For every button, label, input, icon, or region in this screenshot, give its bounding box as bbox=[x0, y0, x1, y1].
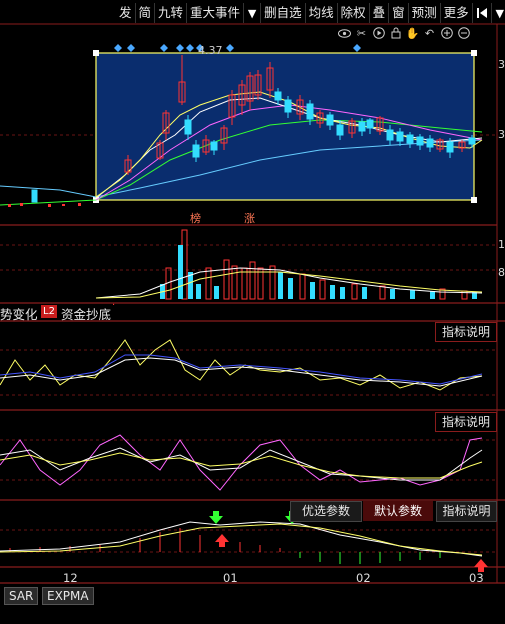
event-markers bbox=[114, 44, 361, 52]
hand-icon[interactable]: ✋ bbox=[405, 26, 420, 40]
xaxis-label-dec: 12 bbox=[63, 571, 78, 585]
zoom-in-icon[interactable] bbox=[440, 26, 453, 40]
play-icon[interactable] bbox=[372, 26, 385, 40]
tab-expma[interactable]: EXPMA bbox=[42, 587, 94, 605]
indicator-desc-button-2[interactable]: 指标说明 bbox=[435, 412, 497, 432]
scissors-icon[interactable]: ✂ bbox=[356, 26, 367, 40]
major-events-dropdown-icon[interactable]: ▼ bbox=[243, 3, 260, 23]
l2-badge: L2 bbox=[41, 305, 57, 318]
yaxis-label-1: 3 bbox=[498, 58, 505, 71]
indicator-tab-capital-bottom[interactable]: 资金抄底 bbox=[61, 307, 112, 322]
toolbar-item-overlay[interactable]: 叠 bbox=[368, 3, 389, 23]
toolbar-item-window[interactable]: 窗 bbox=[388, 3, 408, 23]
xaxis-label-feb: 02 bbox=[356, 571, 371, 585]
sell-arrow-1 bbox=[209, 511, 223, 524]
yaxis-label-4: 8 bbox=[498, 266, 505, 279]
default-params-button[interactable]: 默认参数 bbox=[363, 501, 433, 521]
indicator-panel-2-lines bbox=[0, 434, 483, 491]
optimize-params-button[interactable]: 优选参数 bbox=[290, 501, 362, 522]
yaxis-label-2: 3 bbox=[498, 128, 505, 141]
buy-arrow-1 bbox=[215, 534, 229, 547]
selection-box bbox=[95, 52, 475, 201]
indicator-tab-dot: · bbox=[112, 300, 116, 311]
marker-bang[interactable]: 榜 bbox=[190, 212, 201, 225]
indicator-desc-button-3[interactable]: 指标说明 bbox=[436, 501, 497, 522]
xaxis-label-jan: 01 bbox=[223, 571, 238, 585]
toolbar-item-forecast[interactable]: 预测 bbox=[407, 3, 440, 23]
indicator-panel-3 bbox=[0, 511, 488, 572]
buy-arrow-2 bbox=[474, 559, 488, 572]
indicator-panel-1-lines bbox=[0, 339, 483, 391]
volume-bars bbox=[95, 229, 483, 300]
toolbar-dropdown-icon[interactable]: ▼ bbox=[490, 3, 505, 23]
candlesticks bbox=[8, 55, 476, 207]
lock-icon[interactable] bbox=[389, 26, 402, 40]
toolbar-item-fa[interactable]: 发 bbox=[119, 5, 132, 20]
eye-icon[interactable] bbox=[338, 26, 351, 40]
toolbar-item-ex-rights[interactable]: 除权 bbox=[336, 3, 369, 23]
peak-price-label: 4.37 bbox=[198, 44, 223, 57]
chart-tools: ✂ ✋ ↶ bbox=[338, 26, 470, 42]
yaxis-label-3: 1 bbox=[498, 238, 505, 251]
indicator-tab-trend[interactable]: 势变化 bbox=[0, 307, 38, 322]
xaxis-label-mar: 03 bbox=[469, 571, 484, 585]
top-toolbar: 发 简 九转 重大事件 ▼ 删自选 均线 除权 叠 窗 预测 更多 ▼ bbox=[116, 3, 505, 23]
toolbar-item-jian[interactable]: 简 bbox=[134, 3, 155, 23]
undo-icon[interactable]: ↶ bbox=[424, 26, 435, 40]
toolbar-item-moving-average[interactable]: 均线 bbox=[304, 3, 337, 23]
marker-zhang[interactable]: 涨 bbox=[244, 212, 255, 225]
toolbar-item-more[interactable]: 更多 bbox=[439, 3, 472, 23]
toolbar-item-remove-watchlist[interactable]: 删自选 bbox=[260, 3, 305, 23]
zoom-out-icon[interactable] bbox=[457, 26, 470, 40]
toolbar-item-major-events[interactable]: 重大事件 bbox=[186, 3, 243, 23]
indicator-desc-button-1[interactable]: 指标说明 bbox=[435, 322, 497, 342]
collapse-panel-icon[interactable] bbox=[471, 3, 491, 23]
toolbar-item-jiuzhuan[interactable]: 九转 bbox=[154, 3, 186, 23]
tab-sar[interactable]: SAR bbox=[4, 587, 39, 605]
